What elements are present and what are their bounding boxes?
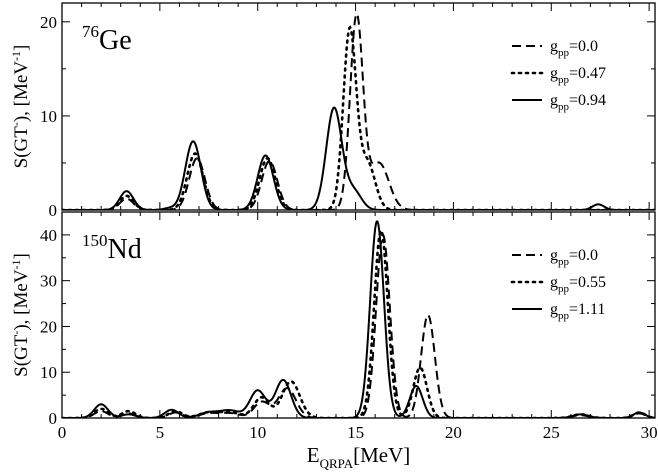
legend-label: gpp=0.47 [550, 65, 606, 86]
x-tick-label: 5 [156, 423, 165, 442]
bottom-series-solid-line [62, 220, 655, 418]
x-tick-label: 15 [347, 423, 364, 442]
x-tick-label: 10 [249, 423, 266, 442]
y-tick-label: 20 [40, 13, 57, 32]
top-series-dashed-line [62, 12, 655, 210]
y-tick-label: 0 [49, 409, 58, 428]
legend-label: gpp=0.94 [550, 92, 606, 113]
top-y-axis-label: S(GT-), [MeV-1] [9, 45, 32, 169]
top-series-dotted-line [62, 25, 655, 210]
bottom-panel: 0 10 20 30 40 0 5 10 15 20 25 30 S(GT-), [MeV-1] 150N… [9, 211, 658, 471]
top-series-solid-line [62, 106, 655, 210]
x-tick-label: 0 [58, 423, 67, 442]
y-tick-label: 30 [40, 272, 57, 291]
y-tick-label: 20 [40, 317, 57, 336]
y-tick-label: 10 [40, 363, 57, 382]
legend-label: gpp=0.0 [550, 38, 598, 59]
top-nucleus-label: 76Ge [82, 22, 132, 56]
x-tick-label: 20 [445, 423, 462, 442]
legend-label: gpp=0.55 [550, 274, 606, 295]
bottom-y-axis-label: S(GT-), [MeV-1] [9, 253, 32, 377]
top-panel: 0 10 20 S(GT-), [MeV-1] 76Ge gpp=0.0 gpp=0.47 g… [9, 2, 656, 220]
x-tick-label: 25 [543, 423, 560, 442]
x-tick-label: 30 [641, 423, 658, 442]
top-panel-frame [61, 2, 656, 211]
y-tick-label: 10 [40, 107, 57, 126]
bottom-nucleus-label: 150Nd [82, 231, 142, 265]
y-tick-label: 40 [40, 226, 57, 245]
legend-label: gpp=1.11 [550, 301, 605, 322]
x-axis-label: EQRPA[MeV] [307, 443, 410, 471]
legend-label: gpp=0.0 [550, 247, 598, 268]
y-tick-label: 0 [49, 201, 58, 220]
